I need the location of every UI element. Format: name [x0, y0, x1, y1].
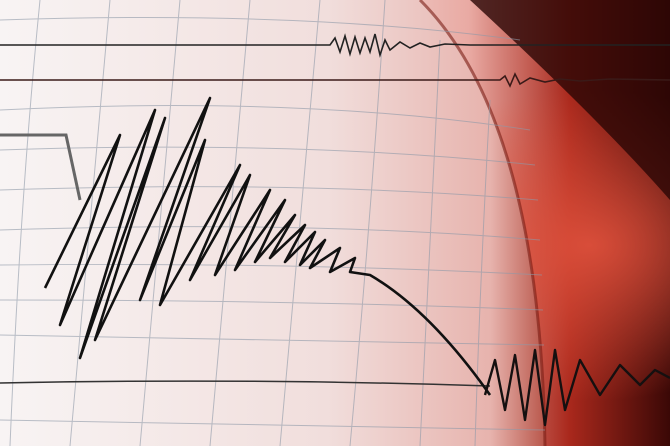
aftershock-trace	[483, 348, 670, 427]
pen-arm	[0, 133, 82, 201]
baseline-trace	[0, 380, 491, 387]
top-traces	[0, 33, 670, 88]
seismic-wave-trace	[43, 96, 492, 396]
drum-edge	[418, 0, 547, 446]
dark-top-right	[470, 0, 670, 200]
